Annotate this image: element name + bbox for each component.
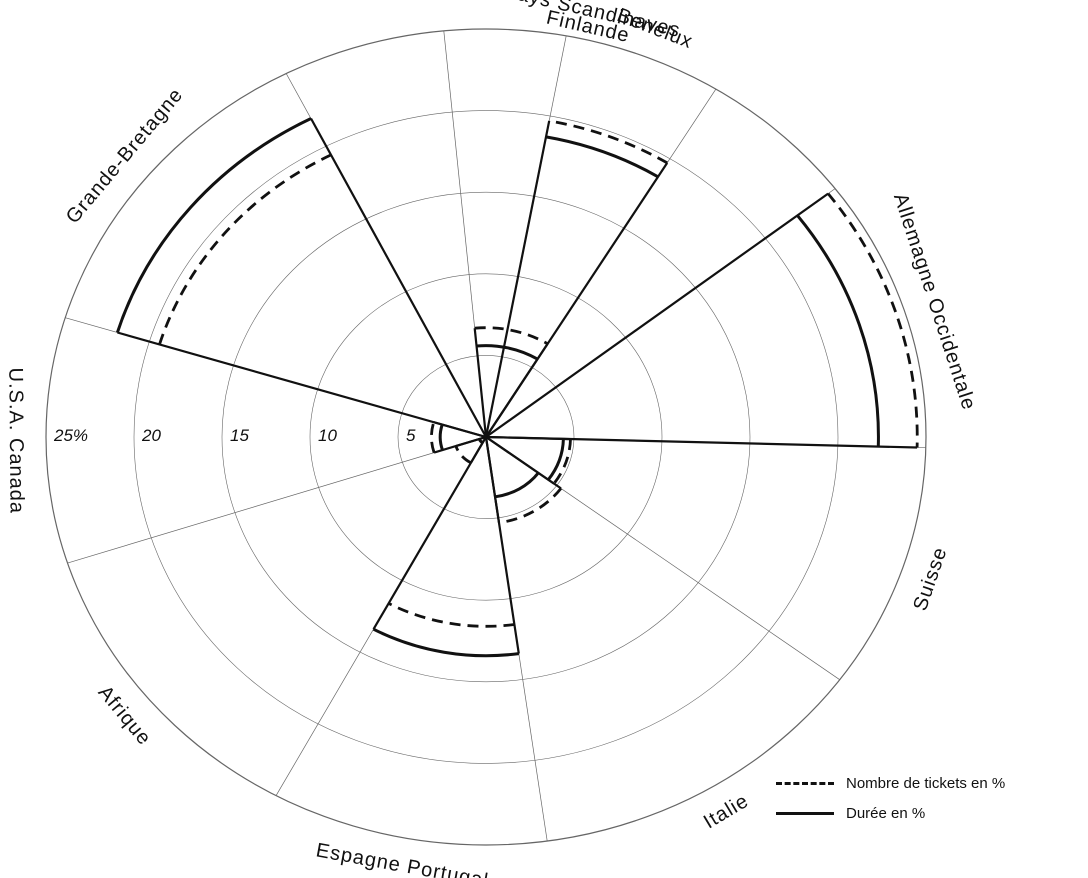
sector-label: Afrique — [94, 682, 156, 750]
tickets-arc — [498, 487, 563, 525]
legend-label-duree: Durée en % — [846, 804, 926, 822]
duree-arc — [476, 344, 539, 361]
duree-arc — [796, 214, 880, 447]
grid-ring — [133, 110, 839, 764]
sector-divider-lines — [65, 30, 926, 842]
duree-arc — [115, 117, 312, 333]
ring-scale-labels: 5 10 15 20 25% — [53, 426, 416, 445]
dashed-line-swatch — [776, 781, 834, 785]
ring-label: 10 — [318, 426, 337, 445]
sector-boundary — [485, 192, 829, 438]
legend-item-duree: Durée en % — [776, 798, 1005, 828]
grid-ring — [221, 191, 751, 683]
grid-ring — [45, 28, 927, 846]
grid-ring — [397, 355, 575, 519]
legend-item-tickets: Nombre de tickets en % — [776, 768, 1005, 798]
duree-arc — [547, 438, 565, 481]
sector-label: Suisse — [909, 544, 951, 614]
tickets-arc — [474, 326, 549, 346]
sector-label: Espagne Portugal — [314, 839, 490, 878]
ring-label: 25% — [53, 426, 88, 445]
tickets-arc — [552, 439, 572, 485]
sector-boundary — [473, 328, 488, 438]
sector-boundary — [485, 162, 669, 438]
sector-label: U.S.A. Canada — [4, 367, 27, 514]
sector-boundary — [310, 117, 487, 438]
legend-label-tickets: Nombre de tickets en % — [846, 774, 1006, 792]
legend: Nombre de tickets en % Durée en % — [776, 768, 1005, 828]
sector-boundary — [469, 436, 487, 464]
sector-label: Allemagne Occidentale — [889, 191, 980, 413]
tickets-arc — [454, 445, 472, 465]
chart-grid — [45, 28, 927, 846]
solid-line-swatch — [776, 811, 834, 815]
duree-arc — [372, 627, 519, 658]
tickets-arc — [387, 602, 515, 628]
sector-boundary — [485, 435, 571, 441]
sector-boundary — [433, 435, 487, 454]
sector-boundary — [117, 331, 487, 439]
duree-arc — [494, 471, 540, 499]
ring-label: 5 — [406, 426, 416, 445]
ring-label: 20 — [141, 426, 161, 445]
data-arcs — [115, 117, 919, 658]
grid-ring — [309, 273, 663, 601]
duree-arc — [438, 424, 444, 451]
tickets-arc — [430, 421, 436, 454]
sector-boundary — [484, 436, 520, 654]
duree-arc — [545, 135, 659, 179]
sector-boundary — [485, 436, 562, 490]
tickets-arc — [158, 153, 332, 345]
sector-label: Italie — [700, 790, 753, 834]
grid-spoke — [67, 436, 487, 564]
sector-boundary — [372, 436, 487, 630]
tickets-arc — [827, 192, 919, 448]
tickets-arc — [548, 119, 668, 165]
sector-label: Grande-Bretagne — [62, 84, 188, 228]
sector-boundary — [484, 120, 551, 438]
ring-label: 15 — [230, 426, 249, 445]
